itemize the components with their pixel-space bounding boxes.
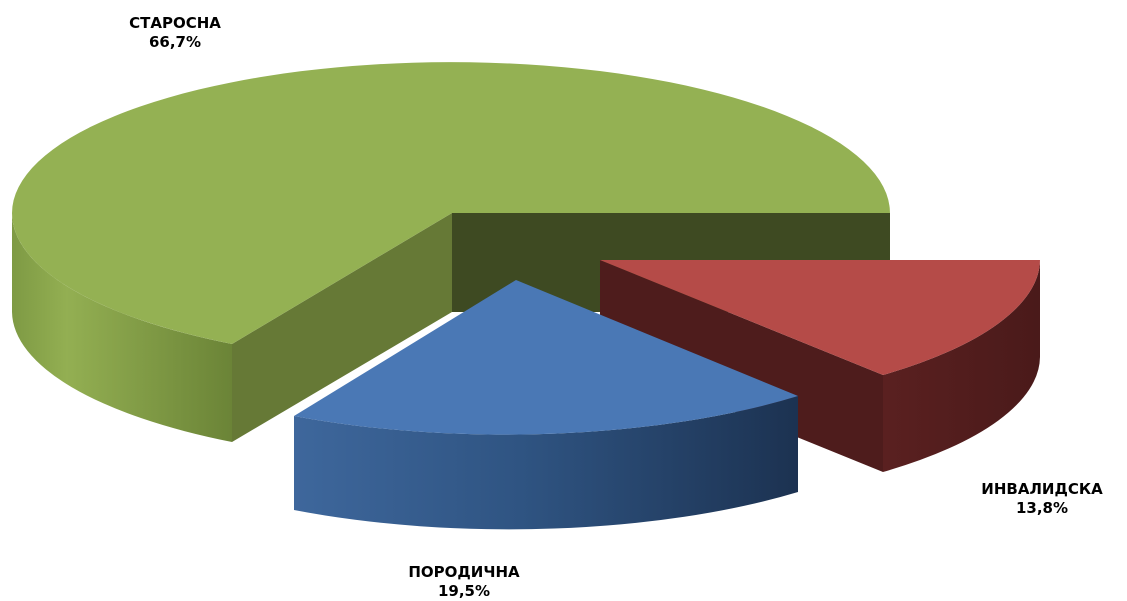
label-starosna: СТАРОСНА 66,7% — [90, 14, 260, 52]
slice-invalidska-side — [883, 260, 1040, 472]
label-starosna-value: 66,7% — [148, 33, 202, 51]
slice-porodichna-top — [294, 280, 798, 435]
label-starosna-name: СТАРОСНА — [129, 14, 221, 32]
slice-porodichna — [294, 280, 798, 530]
slice-invalidska-cut-face — [600, 260, 883, 472]
slice-starosna-side — [11, 213, 233, 442]
label-porodichna-value: 19,5% — [437, 582, 491, 600]
label-invalidska-value: 13,8% — [1015, 499, 1069, 517]
label-invalidska: ИНВАЛИДСКА 13,8% — [962, 480, 1122, 518]
slice-starosna — [11, 62, 890, 442]
label-porodichna: ПОРОДИЧНА 19,5% — [379, 563, 549, 601]
label-porodichna-name: ПОРОДИЧНА — [408, 563, 520, 581]
slice-porodichna-side — [294, 396, 798, 530]
slice-starosna-cut-face — [232, 213, 452, 442]
label-invalidska-name: ИНВАЛИДСКА — [981, 480, 1103, 498]
slice-invalidska-top — [600, 260, 1040, 375]
slice-invalidska — [600, 260, 1040, 472]
slice-starosna-top — [12, 62, 890, 344]
